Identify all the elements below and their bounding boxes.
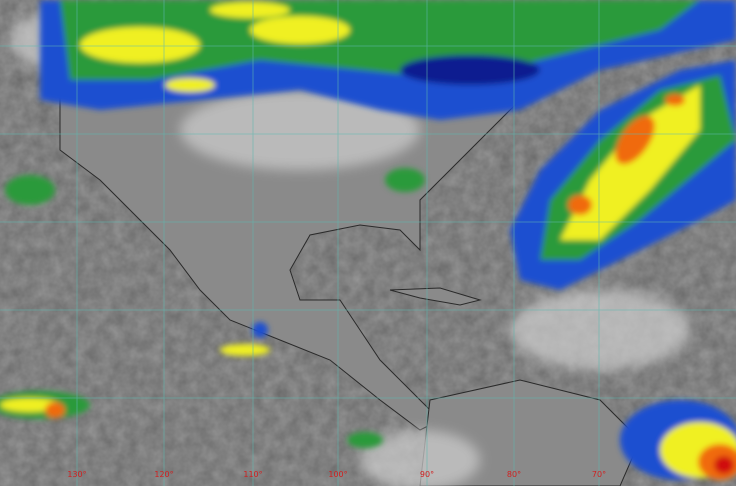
longitude-label: 70° (591, 470, 607, 479)
longitude-label: 90° (419, 470, 435, 479)
storm-cells (0, 175, 736, 480)
storm-system-atlantic (510, 60, 736, 290)
storm-band-north (40, 0, 736, 192)
longitude-label: 100° (328, 470, 348, 479)
longitude-label: 130° (67, 470, 87, 479)
longitude-label: 120° (154, 470, 174, 479)
longitude-label: 80° (506, 470, 522, 479)
longitude-label: 110° (243, 470, 263, 479)
